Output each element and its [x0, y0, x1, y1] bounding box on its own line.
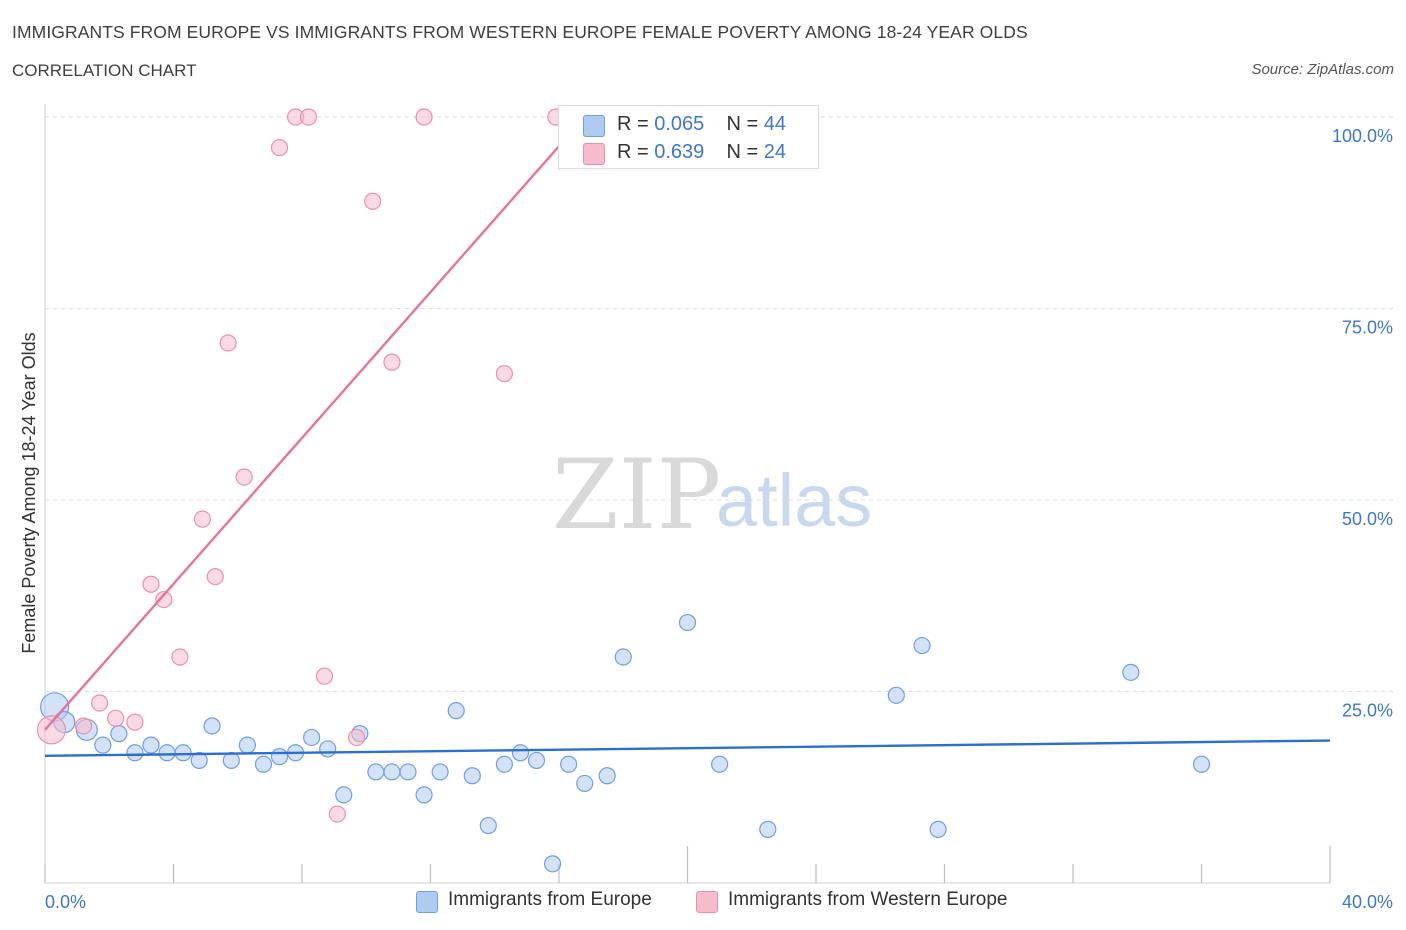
- bottom-legend-label-western: Immigrants from Western Europe: [728, 889, 1008, 910]
- point-europe: [203, 717, 221, 735]
- point-western-europe: [74, 717, 93, 735]
- point-europe: [254, 755, 273, 773]
- point-western-europe: [270, 139, 289, 157]
- point-western-europe: [235, 468, 253, 486]
- point-europe: [543, 855, 562, 873]
- point-europe: [1192, 755, 1211, 773]
- point-western-europe: [206, 567, 224, 586]
- point-western-europe: [328, 805, 346, 823]
- point-western-europe: [315, 667, 334, 685]
- point-europe: [1122, 663, 1140, 681]
- point-europe: [560, 755, 578, 773]
- point-europe: [678, 613, 697, 632]
- point-europe: [511, 744, 530, 762]
- legend-r-label: R =: [617, 141, 655, 163]
- trend-line-europe: [44, 739, 1331, 758]
- point-europe: [527, 751, 546, 770]
- point-europe: [158, 744, 176, 762]
- watermark: ZIP atlas: [552, 439, 872, 551]
- point-western-europe: [171, 648, 189, 666]
- legend-n-label: N =: [726, 141, 764, 163]
- point-europe: [415, 786, 433, 804]
- point-europe: [367, 763, 385, 781]
- y-tick-label: 75.0%: [1342, 318, 1393, 338]
- x-tick-label-min: 0.0%: [45, 892, 86, 912]
- y-axis-title: Female Poverty Among 18-24 Year Olds: [19, 332, 39, 653]
- chart-subtitle: CORRELATION CHART: [12, 61, 197, 80]
- point-western-europe: [383, 353, 401, 371]
- point-western-europe: [155, 590, 173, 609]
- point-western-europe: [142, 575, 160, 593]
- point-europe: [319, 740, 337, 758]
- point-europe: [887, 686, 905, 704]
- correlation-legend: R = 0.065 N = 44 R = 0.639 N = 24: [558, 105, 819, 169]
- point-europe: [303, 728, 321, 747]
- legend-swatch-western: [583, 143, 605, 165]
- point-europe: [479, 816, 497, 835]
- point-europe: [126, 744, 144, 762]
- point-western-europe: [91, 694, 109, 712]
- legend-r-label: R =: [617, 113, 655, 135]
- y-tick-label: 25.0%: [1342, 701, 1393, 721]
- trend-lines: [44, 116, 1331, 758]
- data-points: [36, 108, 1211, 873]
- point-western-europe: [193, 510, 212, 528]
- point-europe: [94, 736, 112, 754]
- point-europe: [270, 748, 289, 766]
- point-europe: [614, 648, 632, 666]
- point-europe: [913, 636, 931, 655]
- point-western-europe: [107, 709, 125, 727]
- x-tick-label-max: 40.0%: [1342, 892, 1393, 912]
- point-europe: [431, 763, 449, 781]
- trend-line-western-europe: [44, 116, 586, 731]
- point-western-europe: [495, 365, 513, 383]
- point-western-europe: [299, 108, 318, 126]
- point-europe: [576, 774, 594, 793]
- bottom-legend-label-europe: Immigrants from Europe: [448, 889, 652, 910]
- point-europe: [110, 725, 128, 743]
- y-tick-label: 100.0%: [1332, 126, 1393, 146]
- legend-swatch-europe: [583, 115, 605, 137]
- y-tick-label: 50.0%: [1342, 509, 1393, 529]
- point-europe: [190, 751, 208, 770]
- point-europe: [463, 767, 481, 785]
- point-europe: [174, 744, 192, 762]
- point-europe: [399, 763, 417, 781]
- point-europe: [447, 702, 465, 720]
- point-western-europe: [36, 715, 67, 745]
- point-europe: [383, 763, 401, 781]
- point-western-europe: [415, 108, 433, 126]
- tick-labels: 25.0% 50.0% 75.0% 100.0% 0.0% 40.0%: [45, 126, 1393, 912]
- point-europe: [238, 736, 256, 754]
- point-europe: [495, 755, 513, 773]
- watermark-zip: ZIP: [552, 439, 721, 551]
- bottom-legend-swatch-western: [696, 891, 718, 913]
- chart-title: IMMIGRANTS FROM EUROPE VS IMMIGRANTS FRO…: [12, 22, 1028, 42]
- legend-n-label: N =: [726, 113, 764, 135]
- axes: [44, 104, 1331, 884]
- point-europe: [142, 736, 160, 754]
- point-europe: [335, 786, 353, 804]
- point-western-europe: [219, 334, 237, 352]
- point-western-europe: [364, 192, 382, 210]
- gridlines: [45, 116, 1393, 692]
- legend-r-value-europe: 0.065: [654, 113, 705, 135]
- point-western-europe: [348, 728, 366, 747]
- point-western-europe: [126, 713, 144, 731]
- watermark-atlas: atlas: [716, 459, 872, 542]
- legend-n-value-western: 24: [763, 141, 787, 163]
- point-europe: [929, 820, 947, 838]
- legend-n-value-europe: 44: [763, 113, 787, 135]
- point-europe: [711, 755, 729, 773]
- source-credit: Source: ZipAtlas.com: [1251, 61, 1394, 78]
- point-europe: [598, 767, 616, 785]
- bottom-legend-swatch-europe: [416, 891, 438, 913]
- legend-r-value-western: 0.639: [654, 141, 705, 163]
- point-europe: [759, 820, 777, 838]
